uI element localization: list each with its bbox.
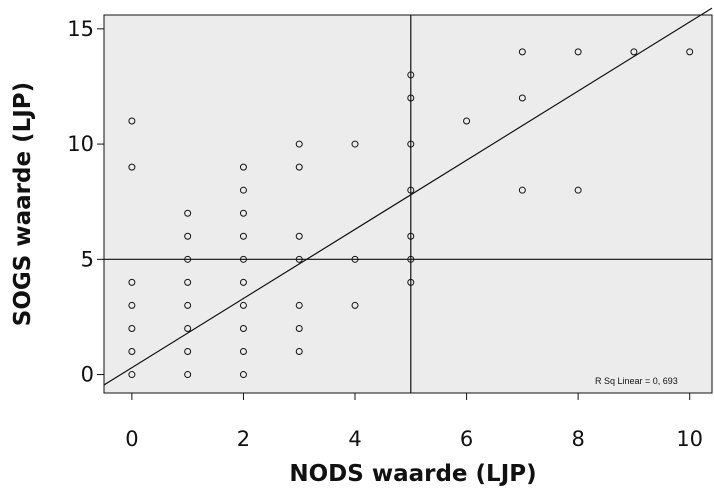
r-squared-annotation: R Sq Linear = 0, 693 — [595, 376, 678, 386]
data-point — [128, 324, 136, 332]
data-point — [128, 278, 136, 286]
data-point — [295, 255, 303, 263]
data-point — [295, 301, 303, 309]
data-point — [184, 301, 192, 309]
data-point — [239, 324, 247, 332]
data-point — [184, 232, 192, 240]
data-point — [518, 94, 526, 102]
plot-area — [103, 14, 713, 394]
data-point — [184, 209, 192, 217]
data-point — [630, 48, 638, 56]
data-point — [686, 48, 694, 56]
data-point — [239, 371, 247, 379]
data-point — [239, 301, 247, 309]
y-tick-label: 15 — [67, 17, 94, 41]
x-axis: 0 2 4 6 8 10 — [125, 393, 703, 451]
data-point — [574, 48, 582, 56]
data-point — [407, 94, 415, 102]
data-point — [128, 163, 136, 171]
x-tick-label: 8 — [571, 427, 584, 451]
data-point — [184, 348, 192, 356]
data-point — [184, 278, 192, 286]
data-point — [239, 163, 247, 171]
data-point — [128, 301, 136, 309]
data-point — [239, 278, 247, 286]
data-point — [351, 255, 359, 263]
data-point — [407, 186, 415, 194]
data-point — [407, 278, 415, 286]
data-point — [407, 232, 415, 240]
data-point — [407, 255, 415, 263]
x-tick-label: 10 — [676, 427, 703, 451]
y-axis: 0 5 10 15 — [67, 17, 104, 387]
x-tick-label: 6 — [460, 427, 473, 451]
data-point — [351, 301, 359, 309]
data-point — [295, 140, 303, 148]
data-point — [518, 48, 526, 56]
data-point — [184, 324, 192, 332]
data-point — [295, 232, 303, 240]
x-tick-label: 2 — [237, 427, 250, 451]
data-point — [351, 140, 359, 148]
data-point — [239, 232, 247, 240]
data-point — [128, 371, 136, 379]
data-point — [239, 348, 247, 356]
data-point — [239, 255, 247, 263]
data-point — [128, 348, 136, 356]
data-point — [295, 163, 303, 171]
data-point — [574, 186, 582, 194]
x-tick-label: 4 — [348, 427, 361, 451]
data-point — [239, 186, 247, 194]
data-point — [128, 117, 136, 125]
regression-line — [103, 7, 713, 386]
fit-line-group — [103, 7, 713, 386]
data-points — [128, 48, 694, 379]
data-point — [239, 209, 247, 217]
y-tick-label: 10 — [67, 132, 94, 156]
data-point — [463, 117, 471, 125]
data-point — [518, 186, 526, 194]
y-tick-label: 0 — [81, 363, 94, 387]
data-point — [295, 324, 303, 332]
data-point — [407, 140, 415, 148]
x-axis-title: NODS waarde (LJP) — [289, 461, 536, 487]
data-point — [184, 371, 192, 379]
data-point — [407, 71, 415, 79]
x-tick-label: 0 — [125, 427, 138, 451]
data-point — [184, 255, 192, 263]
y-tick-label: 5 — [81, 247, 94, 271]
y-axis-title: SOGS waarde (LJP) — [10, 82, 36, 326]
data-point — [295, 348, 303, 356]
